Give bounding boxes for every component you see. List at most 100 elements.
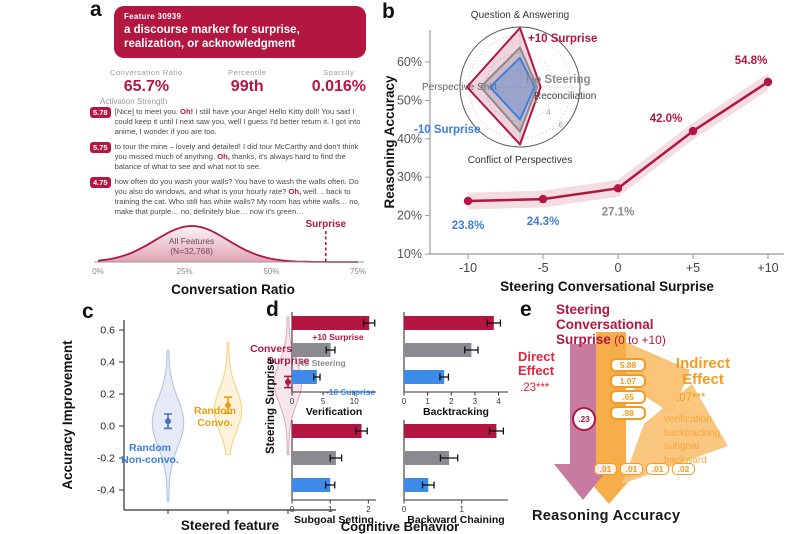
violin-group-label: Surprise <box>267 355 310 367</box>
data-point <box>613 184 623 193</box>
activation-strength-label: Activation Strength <box>100 97 168 106</box>
mediator-b-path-box: .02 <box>672 463 695 475</box>
x-tick-label: -5 <box>537 261 548 275</box>
x-tick-label: 2 <box>449 397 454 406</box>
panel-e-mediation-diagram: e Steering Conversational Surprise (0 to… <box>518 298 800 534</box>
distribution-x-axis-title: Conversation Ratio <box>171 282 295 297</box>
stat-value: 65.7% <box>123 78 170 95</box>
panel-a-label: a <box>90 0 102 21</box>
panel-c-label: c <box>82 300 94 323</box>
stat-label: Percentile <box>228 68 267 77</box>
mediator-name: subgoal <box>664 441 700 452</box>
exposure-title: Steering Conversational Surprise (0 to +… <box>556 302 726 348</box>
outcome-label: Reasoning Accuracy <box>532 508 681 524</box>
subplot-title: Backtracking <box>423 406 489 418</box>
y-tick-label: 0.0 <box>100 421 115 433</box>
mediator-b-path-box: .01 <box>620 463 643 475</box>
subplot-title: Backward Chaining <box>407 514 504 526</box>
panel-b-label: b <box>382 0 395 23</box>
mediator-a-path-box: 1.07 <box>610 374 646 388</box>
example-text-highlight: Oh! <box>180 107 194 116</box>
example-text-highlight: Oh, <box>288 187 302 197</box>
orange-indirect-band-lower <box>622 384 728 484</box>
subplot-title: Subgoal Setting <box>294 514 374 526</box>
activation-examples: 5.78 [Nice] to meet you. Oh! I still hav… <box>90 107 372 217</box>
radar-axis-label-qa: Question & Answering <box>471 10 569 21</box>
all-features-count: (N=32,768) <box>170 246 213 256</box>
feature-header-card: Feature 30939 a discourse marker for sur… <box>114 6 366 58</box>
y-tick-label: 30% <box>397 170 422 184</box>
example-text-post: well… back to training the cat. Who stil… <box>114 187 360 217</box>
mean-dot <box>285 379 291 385</box>
violin-group-label: Convo. <box>197 417 233 429</box>
panel-b-steering-line-chart: b 10% 20% 30% 40% 50% 60% -10 -5 0 +5 +10 Steering … <box>378 0 800 300</box>
activation-score-badge: 5.78 <box>90 107 111 118</box>
stat-value: 99th <box>230 78 264 95</box>
x-tick-label: 0 <box>402 505 407 514</box>
panel-e-label: e <box>520 298 532 321</box>
panel-d-cognitive-behavior-bars: d 0 5 10 Verification 0 1 2 3 4 Backtracking 0 1 2 Su… <box>262 298 520 534</box>
bar <box>292 316 370 330</box>
all-features-label: All Features <box>169 236 214 246</box>
indirect-effect-line2: Effect <box>682 371 724 388</box>
mediator-name: verification <box>664 414 712 425</box>
mediator-b-path-box: .01 <box>646 463 669 475</box>
y-axis-title: Reasoning Accuracy <box>382 75 397 209</box>
panel-d-label: d <box>266 298 279 321</box>
inplot-legend-minus10: -10 Surprise <box>326 387 375 397</box>
y-axis-title: Accuracy Improvement <box>60 340 75 490</box>
y-tick-label: 20% <box>397 209 422 223</box>
bar <box>292 370 317 384</box>
x-tick-label: 10 <box>350 397 359 406</box>
inplot-legend-plus10: +10 Surprise <box>312 332 364 342</box>
x-tick-label: 1 <box>328 505 333 514</box>
point-label: 42.0% <box>650 113 683 125</box>
dist-x-tick-label: 75% <box>350 267 366 276</box>
exposure-title-line3: Surprise (0 to +10) <box>556 332 726 348</box>
exposure-title-line1: Steering <box>556 302 611 317</box>
radar-legend-nosteering: No Steering <box>526 74 591 86</box>
point-label: 24.3% <box>527 216 560 228</box>
mediator-a-path-box: 5.88 <box>610 358 646 372</box>
exposure-title-range: (0 to +10) <box>610 333 666 347</box>
example-text-highlight: Oh, <box>217 152 230 162</box>
panel-a-feature-card: a Feature 30939 a discourse marker for s… <box>88 0 378 300</box>
x-tick-label: 1 <box>425 397 430 406</box>
mediator-a-path-box: .65 <box>610 390 646 404</box>
inplot-legend-nosteering: No Steering <box>298 358 346 368</box>
y-tick-label: 0.6 <box>100 325 115 337</box>
point-label: 54.8% <box>735 55 768 67</box>
example-text-pre: [Nice] to meet you. <box>114 107 181 116</box>
example-text-post: thanks, it's always hard to find the bal… <box>114 152 346 172</box>
x-tick-label: 4 <box>496 397 501 406</box>
y-tick-label: -0.4 <box>97 485 115 497</box>
mean-dot <box>165 418 171 425</box>
radar-series-2 <box>489 56 536 121</box>
x-tick-label: 0 <box>615 261 622 275</box>
x-tick-label: +10 <box>757 261 778 275</box>
exposure-title-line3-bold: Surprise <box>556 332 611 347</box>
violin-group-label: Random <box>194 405 236 417</box>
stat-conversation-ratio: Conversation Ratio 65.7% <box>110 68 183 96</box>
feature-title: a discourse marker for surprise, realiza… <box>124 24 300 51</box>
exposure-title-line2: Conversational <box>556 317 654 332</box>
dist-x-tick-label: 50% <box>263 267 279 276</box>
x-tick-label: 5 <box>321 397 326 406</box>
data-point <box>538 194 548 204</box>
activation-example: 5.75 to tour the mine – lovely and detai… <box>90 142 372 172</box>
radar-legend-minus10: -10 Surprise <box>414 124 480 136</box>
confidence-band <box>468 73 768 210</box>
x-tick-label: 1 <box>460 505 465 514</box>
bar <box>404 424 497 438</box>
y-tick-label: 60% <box>397 55 422 69</box>
data-point <box>688 126 698 136</box>
data-point <box>763 77 773 87</box>
reasoning-accuracy-chart: 10% 20% 30% 40% 50% 60% -10 -5 0 +5 +10 Steering Co… <box>382 10 784 294</box>
activation-example: 4.75 how often do you wash your walls? Y… <box>90 177 372 217</box>
example-text-pre: to tour the mine – lovely and detailed! … <box>114 142 359 162</box>
feature-stats: Conversation Ratio 65.7% Percentile 99th… <box>110 68 366 96</box>
stat-percentile: Percentile 99th <box>228 68 266 96</box>
x-axis-title: Cognitive Behavior <box>341 519 459 534</box>
